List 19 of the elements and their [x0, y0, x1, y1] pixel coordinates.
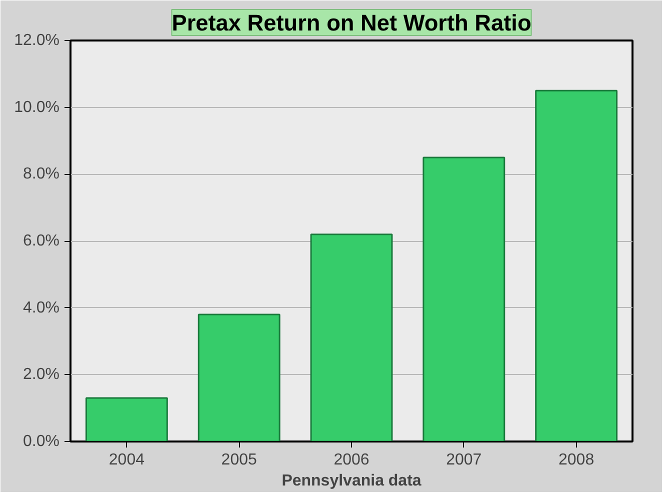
bar	[85, 397, 168, 442]
bar	[535, 90, 618, 442]
y-tick-label: 0.0%	[23, 433, 60, 450]
y-tick-label: 10.0%	[14, 98, 60, 116]
y-tick-label: 2.0%	[23, 366, 60, 384]
bar	[198, 314, 280, 442]
bar	[422, 156, 506, 442]
y-tick-label: 8.0%	[23, 166, 60, 183]
y-tick-label: 6.0%	[23, 232, 60, 250]
bar	[310, 234, 393, 442]
y-tick-label: 12.0%	[14, 32, 60, 49]
x-tick-label: 2005	[221, 452, 257, 468]
x-tick-label: 2004	[108, 452, 145, 468]
chart-title: Pretax Return on Net Worth Ratio	[172, 10, 532, 36]
x-tick-label: 2008	[558, 452, 594, 468]
x-axis-title: Pennsylvania data	[282, 472, 422, 490]
y-tick-label: 4.0%	[23, 299, 60, 316]
x-tick-label: 2006	[334, 452, 370, 468]
x-tick-label: 2007	[446, 452, 482, 468]
